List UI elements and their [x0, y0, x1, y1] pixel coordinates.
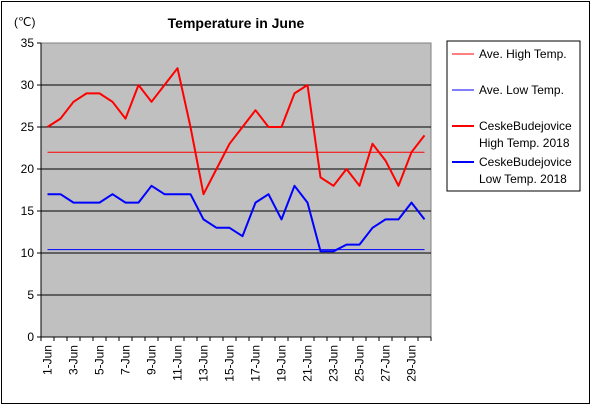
y-tick-label: 30: [21, 78, 35, 92]
x-tick-label: 7-Jun: [119, 345, 133, 375]
x-tick-label: 15-Jun: [223, 345, 237, 382]
chart-title: Temperature in June: [168, 15, 305, 31]
legend-label-3: High Temp. 2018: [479, 136, 570, 150]
x-tick-label: 27-Jun: [379, 345, 393, 382]
legend-entries: Ave. High Temp. Ave. Low Temp. CeskeBudejo…: [452, 47, 572, 186]
y-axis-unit-label: (℃): [14, 15, 35, 29]
y-tick-label: 25: [21, 120, 35, 134]
x-tick-label: 13-Jun: [197, 345, 211, 382]
y-tick-label: 10: [21, 246, 35, 260]
x-tick-label: 21-Jun: [301, 345, 315, 382]
legend-label-2: Ave. Low Temp.: [479, 83, 564, 97]
y-tick-label: 20: [21, 162, 35, 176]
x-tick-label: 9-Jun: [145, 345, 159, 375]
y-tick-label: 35: [21, 36, 35, 50]
series-lines: [46, 67, 426, 253]
grid-lines: [41, 84, 431, 296]
x-tick-label: 19-Jun: [275, 345, 289, 382]
x-tick-label: 3-Jun: [67, 345, 81, 375]
series-line-4: [47, 184, 426, 253]
x-tick-label: 25-Jun: [353, 345, 367, 382]
y-tick-label: 15: [21, 204, 35, 218]
x-tick-label: 29-Jun: [405, 345, 419, 382]
legend: [446, 40, 581, 192]
legend-label-3: CeskeBudejovice: [479, 119, 572, 133]
x-tick-label: 5-Jun: [93, 345, 107, 375]
y-tick-label: 5: [27, 288, 34, 302]
legend-label-4: CeskeBudejovice: [479, 155, 572, 169]
x-tick-label: 11-Jun: [171, 345, 185, 381]
x-axis-ticks: 1-Jun 3-Jun 5-Jun 7-Jun 9-Jun 11-Jun 13-Jun 15-…: [40, 337, 432, 382]
y-tick-label: 0: [27, 330, 34, 344]
legend-label-4: Low Temp. 2018: [479, 172, 567, 186]
series-line-3: [46, 67, 426, 196]
x-tick-label: 23-Jun: [327, 345, 341, 382]
x-tick-label: 1-Jun: [41, 345, 55, 375]
x-tick-label: 17-Jun: [249, 345, 263, 382]
plot-area: [40, 42, 432, 338]
legend-label-1: Ave. High Temp.: [479, 47, 567, 61]
